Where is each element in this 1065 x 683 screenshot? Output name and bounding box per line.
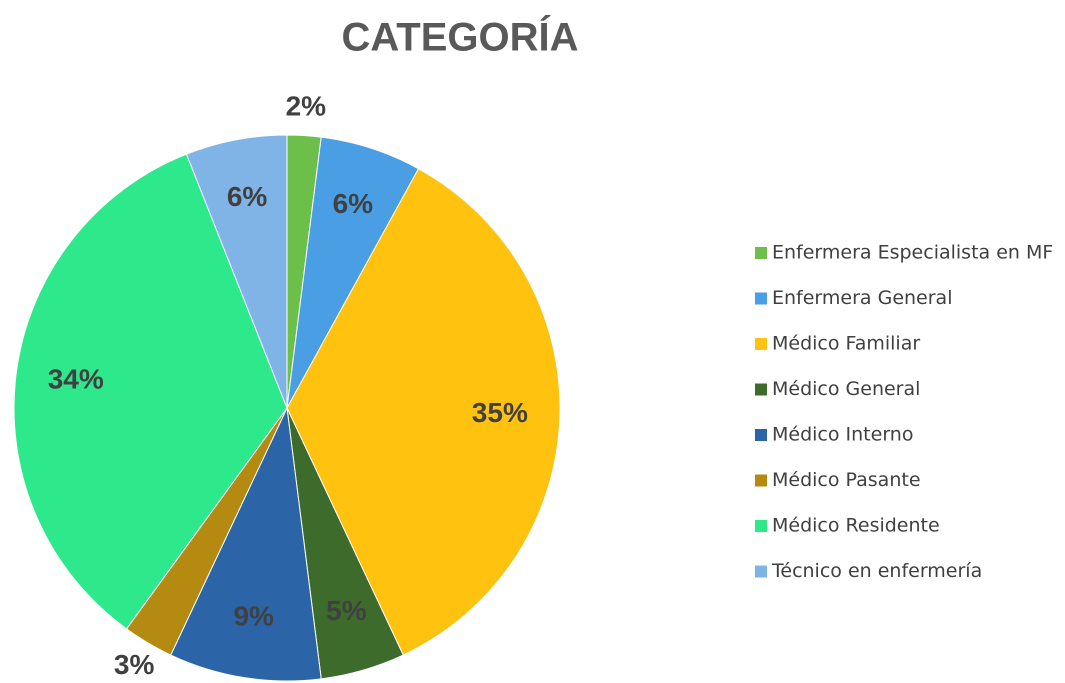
- data-label: 35%: [472, 397, 528, 428]
- legend-swatch: [755, 338, 767, 350]
- legend-label: Médico Interno: [772, 424, 913, 446]
- legend-label: Médico Residente: [772, 515, 940, 537]
- legend-swatch: [755, 292, 767, 305]
- legend-label: Técnico en enfermería: [771, 560, 982, 582]
- pie-slice: [13, 153, 288, 630]
- legend-swatch: [755, 383, 767, 396]
- legend-label: Médico Familiar: [772, 333, 920, 355]
- chart-title: CATEGORÍA: [341, 15, 578, 60]
- legend-label: Enfermera Especialista en MF: [772, 242, 1053, 264]
- legend-label: Médico General: [772, 378, 920, 400]
- legend-label: Enfermera General: [772, 287, 952, 309]
- legend-swatch: [755, 429, 767, 441]
- data-label: 9%: [233, 601, 274, 632]
- legend-label: Médico Pasante: [772, 469, 921, 491]
- data-label: 5%: [326, 595, 367, 626]
- data-label: 34%: [48, 364, 104, 395]
- pie-slice: [185, 134, 288, 409]
- data-label: 6%: [333, 188, 374, 219]
- legend-swatch: [755, 247, 767, 259]
- pie-slice: [286, 168, 561, 656]
- pie-slice: [170, 406, 322, 682]
- data-label: 2%: [286, 91, 327, 122]
- legend-swatch: [755, 565, 767, 578]
- legend-swatch: [755, 474, 767, 487]
- data-label: 6%: [227, 181, 268, 212]
- legend-swatch: [755, 520, 767, 532]
- data-label: 3%: [114, 649, 155, 680]
